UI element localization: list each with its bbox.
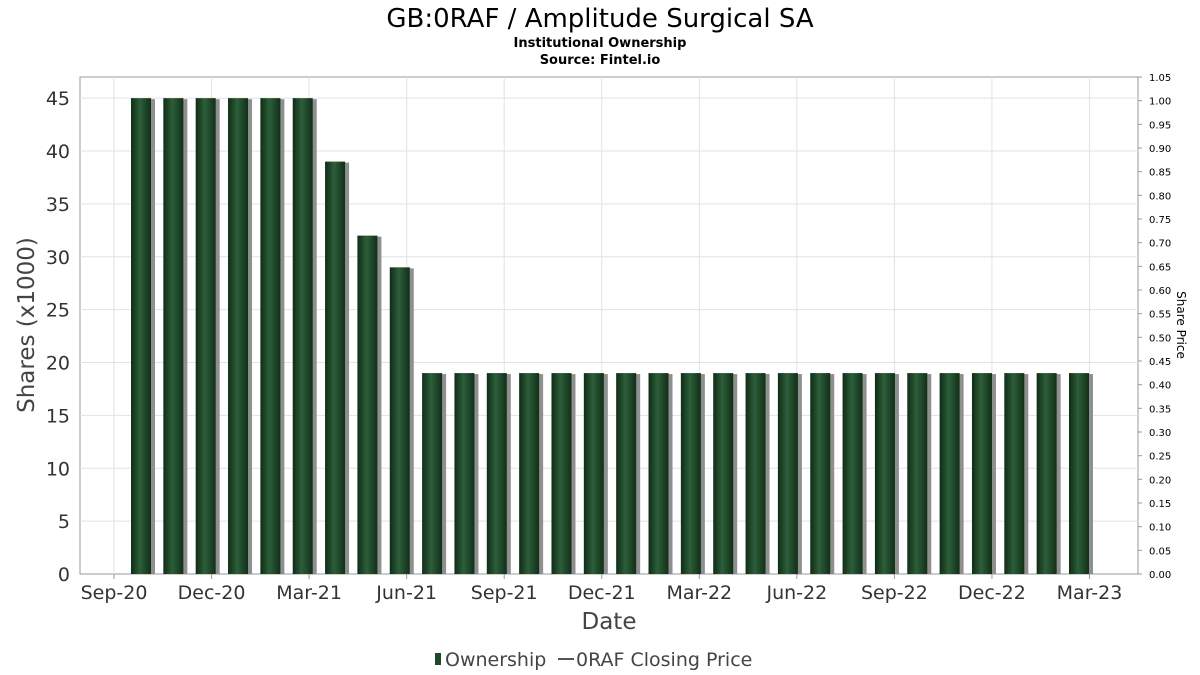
y-tick-label: 5 <box>58 511 70 533</box>
bar-ownership <box>810 373 831 574</box>
bar-ownership <box>907 373 928 574</box>
chart-source: Source: Fintel.io <box>540 53 661 68</box>
y-tick-label: 20 <box>46 353 70 375</box>
legend-label-ownership: Ownership <box>445 649 546 671</box>
y2-tick-label: 0.95 <box>1149 120 1171 131</box>
y-tick-label: 15 <box>46 405 70 427</box>
x-tick-label: Mar-23 <box>1057 582 1123 604</box>
bar-ownership <box>357 235 378 575</box>
y-tick-label: 0 <box>58 564 70 586</box>
y2-tick-label: 0.20 <box>1149 475 1171 486</box>
bar-ownership <box>1036 373 1057 574</box>
bar-ownership <box>292 98 313 575</box>
x-tick-label: Mar-21 <box>276 582 342 604</box>
legend-swatch-ownership <box>435 653 441 665</box>
y-tick-label: 30 <box>46 247 70 269</box>
x-tick-label: Sep-22 <box>861 582 928 604</box>
bar-ownership <box>228 98 249 575</box>
bar-ownership <box>454 373 475 574</box>
y2-tick-label: 0.90 <box>1149 144 1171 155</box>
y2-tick-label: 1.00 <box>1149 97 1171 108</box>
bar-ownership <box>260 98 281 575</box>
bar-ownership <box>874 373 895 574</box>
y-tick-label: 35 <box>46 194 70 216</box>
y2-tick-label: 0.40 <box>1149 381 1171 392</box>
chart-title: GB:0RAF / Amplitude Surgical SA <box>386 4 813 34</box>
y2-tick-label: 0.70 <box>1149 239 1171 250</box>
x-axis-ticks: Sep-20 Dec-20 Mar-21 Jun-21 Sep-21 Dec-21 Mar-… <box>81 574 1123 604</box>
y2-tick-label: 0.85 <box>1149 168 1171 179</box>
x-tick-label: Dec-21 <box>568 582 636 604</box>
y2-tick-label: 0.35 <box>1149 404 1171 415</box>
y2-tick-label: 0.65 <box>1149 262 1171 273</box>
bar-ownership <box>486 373 507 574</box>
bar-ownership <box>648 373 669 574</box>
x-tick-label: Jun-21 <box>375 582 437 604</box>
y2-tick-label: 0.75 <box>1149 215 1171 226</box>
y-axis-label: Shares (x1000) <box>14 237 40 413</box>
bar-ownership <box>551 373 572 574</box>
x-tick-label: Sep-20 <box>81 582 148 604</box>
x-tick-label: Jun-22 <box>765 582 827 604</box>
bar-ownership <box>519 373 540 574</box>
y2-tick-label: 1.05 <box>1149 73 1171 84</box>
y2-tick-label: 0.50 <box>1149 333 1171 344</box>
bar-ownership <box>1069 373 1089 574</box>
bar-ownership <box>163 98 184 575</box>
y-tick-label: 10 <box>46 458 70 480</box>
x-tick-label: Dec-22 <box>958 582 1026 604</box>
x-axis-label: Date <box>582 609 637 635</box>
y-tick-label: 45 <box>46 88 70 110</box>
bar-ownership <box>616 373 637 574</box>
y2-tick-label: 0.60 <box>1149 286 1171 297</box>
bar-series-ownership <box>131 98 1093 575</box>
y2-tick-label: 0.25 <box>1149 452 1171 463</box>
chart-subtitle: Institutional Ownership <box>514 36 687 51</box>
y-axis-ticks: 0 5 10 15 20 25 30 35 40 45 <box>46 88 70 586</box>
y2-tick-label: 0.80 <box>1149 191 1171 202</box>
y2-tick-label: 0.10 <box>1149 523 1171 534</box>
y2-axis-label: Share Price <box>1174 291 1188 359</box>
legend: Ownership 0RAF Closing Price <box>435 649 752 671</box>
y2-tick-label: 0.15 <box>1149 499 1171 510</box>
bar-ownership <box>325 161 346 574</box>
bar-ownership <box>1004 373 1025 574</box>
bar-ownership <box>777 373 798 574</box>
y2-tick-label: 0.55 <box>1149 310 1171 321</box>
y2-tick-label: 0.05 <box>1149 546 1171 557</box>
y2-tick-label: 0.30 <box>1149 428 1171 439</box>
bar-ownership <box>842 373 863 574</box>
legend-label-price: 0RAF Closing Price <box>576 649 752 671</box>
bar-ownership <box>131 98 151 575</box>
x-tick-label: Dec-20 <box>178 582 246 604</box>
bar-ownership <box>713 373 734 574</box>
y2-tick-label: 0.00 <box>1149 570 1171 581</box>
bar-ownership <box>422 373 443 574</box>
bar-ownership <box>680 373 701 574</box>
bar-ownership <box>389 267 410 574</box>
y-tick-label: 40 <box>46 141 70 163</box>
bar-ownership <box>745 373 766 574</box>
x-tick-label: Mar-22 <box>666 582 732 604</box>
bar-ownership <box>195 98 216 575</box>
y2-tick-label: 0.45 <box>1149 357 1171 368</box>
x-tick-label: Sep-21 <box>471 582 538 604</box>
bar-ownership <box>971 373 992 574</box>
bar-ownership <box>939 373 960 574</box>
bar-ownership <box>583 373 604 574</box>
y-tick-label: 25 <box>46 300 70 322</box>
y2-axis-ticks: 0.00 0.05 0.10 0.15 0.20 0.25 0.30 0.35 0.40 0.45… <box>1138 73 1171 581</box>
